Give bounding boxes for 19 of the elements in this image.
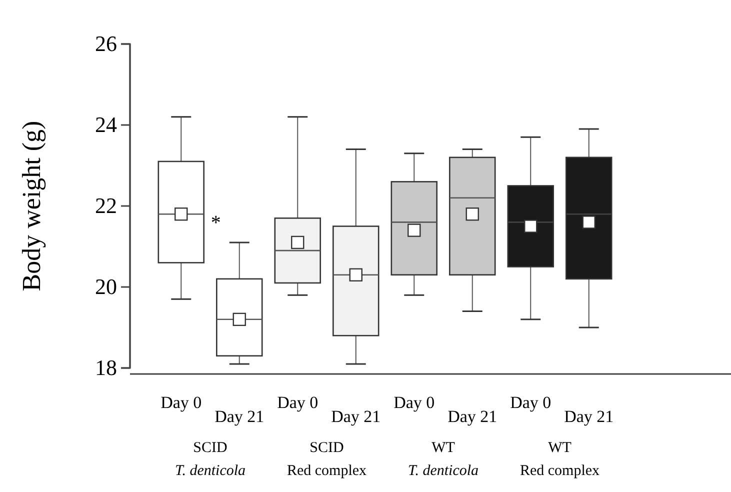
- x-tick-label: Day 21: [448, 407, 498, 426]
- y-tick-label: 24: [95, 112, 117, 138]
- x-tick-label: Day 0: [160, 393, 202, 412]
- x-tick-label: Day 0: [510, 393, 552, 412]
- x-tick-label: Day 21: [564, 407, 614, 426]
- y-tick-label: 20: [95, 274, 117, 300]
- text: WT T. denticola: [408, 440, 479, 479]
- y-axis-title: Body weight (g): [17, 120, 46, 292]
- x-tick-label: Day 0: [277, 393, 318, 412]
- x-tick-label: Day 21: [331, 407, 381, 426]
- y-tick-label: 18: [95, 355, 117, 380]
- text: WT Red complex: [520, 440, 600, 479]
- x-tick-label: Day 0: [394, 393, 435, 412]
- y-tick-label: 26: [95, 31, 117, 56]
- x-tick-label: Day 21: [214, 407, 264, 426]
- text: SCID Red complex: [286, 440, 368, 479]
- annotation: *: [210, 212, 221, 234]
- y-tick-label: 22: [95, 193, 117, 218]
- text: SCID T. denticola: [174, 440, 246, 479]
